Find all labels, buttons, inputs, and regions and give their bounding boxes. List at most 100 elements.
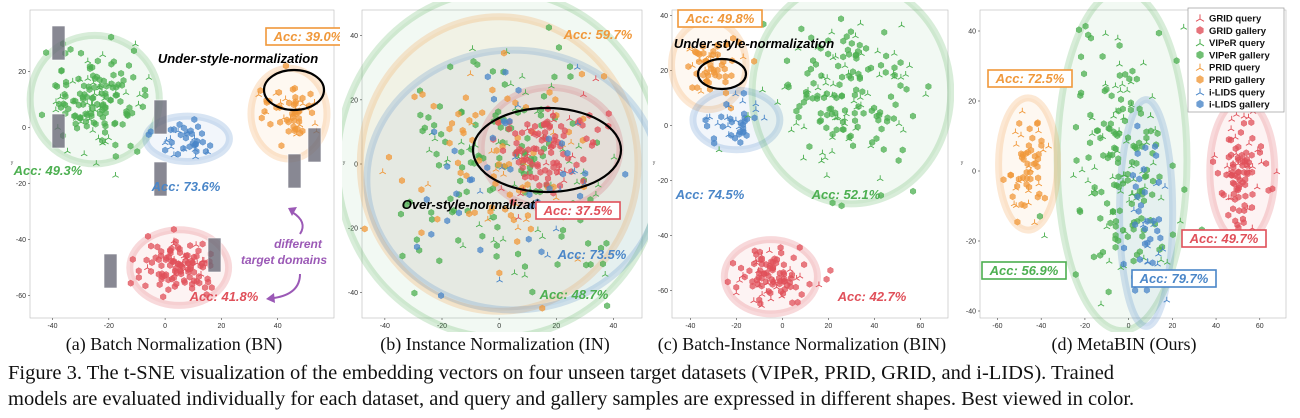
- query-point: [899, 126, 907, 133]
- gallery-point: [740, 89, 747, 97]
- gallery-point: [1144, 217, 1151, 225]
- gallery-point: [472, 111, 479, 119]
- gallery-point: [1132, 183, 1139, 191]
- query-point: [764, 279, 771, 286]
- gallery-point: [170, 225, 177, 233]
- gallery-point: [1149, 177, 1157, 185]
- gallery-point: [544, 175, 552, 182]
- gallery-point: [790, 254, 797, 262]
- gallery-point: [299, 127, 306, 135]
- query-point: [1245, 166, 1253, 173]
- query-point: [105, 81, 113, 87]
- gallery-point: [162, 256, 169, 264]
- gallery-point: [890, 115, 897, 123]
- gallery-point: [1114, 132, 1121, 140]
- gallery-point: [1115, 173, 1122, 181]
- query-point: [794, 44, 802, 51]
- query-point: [1012, 128, 1019, 135]
- points-i-lids: [702, 89, 768, 147]
- gallery-point: [1036, 190, 1043, 198]
- query-point: [514, 101, 522, 108]
- gallery-point: [1169, 162, 1176, 170]
- gallery-point: [507, 165, 514, 173]
- gallery-point: [399, 252, 406, 260]
- gallery-point: [1099, 53, 1106, 60]
- gallery-point: [135, 274, 142, 281]
- tsne-plot-metabin: -60 -40 -20 0 20 40 60 -40 -20 0 20 40 x y GRID queryG…: [961, 2, 1287, 332]
- gallery-point: [495, 160, 502, 168]
- gallery-point: [869, 138, 876, 146]
- gallery-point: [257, 87, 264, 95]
- gallery-point: [425, 114, 432, 121]
- gallery-point: [127, 279, 134, 287]
- legend-label: PRID query: [1209, 63, 1261, 74]
- query-point: [518, 73, 526, 79]
- gallery-point: [1018, 201, 1025, 208]
- y-axis-label: y: [11, 160, 14, 166]
- gallery-point: [1026, 168, 1034, 176]
- query-point: [898, 21, 905, 28]
- accuracy-box: [265, 27, 340, 46]
- gallery-point: [746, 267, 753, 275]
- query-point: [1122, 137, 1130, 144]
- gallery-point: [1116, 72, 1123, 79]
- query-point: [723, 114, 731, 120]
- gallery-point: [201, 284, 209, 292]
- gallery-point: [107, 96, 114, 104]
- gallery-point: [466, 116, 473, 124]
- gallery-point: [1249, 190, 1256, 198]
- panel-b: -40 -20 0 20 40 -40 -20 0 20 40 x y Over-style-norma…: [342, 2, 648, 332]
- query-point: [497, 185, 505, 192]
- gallery-point: [490, 95, 497, 103]
- gallery-point: [823, 124, 830, 132]
- gallery-point: [756, 296, 763, 304]
- query-point: [145, 74, 153, 80]
- gallery-point: [804, 69, 811, 77]
- gallery-point: [157, 252, 164, 260]
- gallery-point: [749, 278, 756, 286]
- query-point: [511, 153, 519, 160]
- plot-frame: [979, 9, 1287, 319]
- gallery-point: [1140, 197, 1147, 205]
- gallery-point: [1081, 70, 1088, 78]
- gallery-point: [489, 134, 496, 142]
- query-point: [524, 153, 531, 160]
- x-tick-label: -20: [731, 323, 741, 330]
- gallery-point: [43, 49, 50, 57]
- gallery-point: [504, 95, 511, 103]
- gallery-point: [1230, 179, 1236, 187]
- gallery-point: [457, 169, 464, 177]
- query-point: [1117, 87, 1124, 94]
- gallery-point: [89, 94, 96, 102]
- query-point: [1229, 160, 1237, 167]
- gallery-point: [500, 49, 508, 57]
- gallery-point: [512, 130, 519, 137]
- caption-line-1: Figure 3. The t-SNE visualization of the…: [8, 362, 1115, 384]
- gallery-point: [1127, 106, 1134, 114]
- query-point: [52, 106, 60, 113]
- gallery-point: [877, 191, 884, 199]
- gallery-point: [582, 170, 589, 177]
- gallery-point: [787, 283, 794, 291]
- gallery-point: [411, 93, 418, 101]
- query-point: [793, 275, 800, 281]
- gallery-point: [1007, 171, 1014, 179]
- x-tick-label: -40: [1036, 323, 1046, 330]
- query-point: [580, 91, 587, 97]
- query-point: [431, 135, 439, 142]
- query-point: [857, 19, 864, 26]
- accuracy-label-grid: Acc: 49.7%: [1189, 231, 1259, 246]
- gallery-point: [685, 63, 692, 71]
- caption-line-2: models are evaluated individually for ea…: [8, 388, 1135, 410]
- gallery-point: [399, 177, 405, 185]
- query-point: [1117, 187, 1125, 194]
- query-point: [69, 77, 77, 84]
- gallery-point: [700, 43, 707, 51]
- accuracy-box: [1131, 269, 1217, 288]
- gallery-point: [851, 109, 858, 117]
- gallery-point: [882, 68, 889, 76]
- gallery-point: [1241, 202, 1248, 209]
- gallery-point: [910, 112, 916, 120]
- query-point: [89, 100, 97, 107]
- gallery-point: [1036, 212, 1043, 220]
